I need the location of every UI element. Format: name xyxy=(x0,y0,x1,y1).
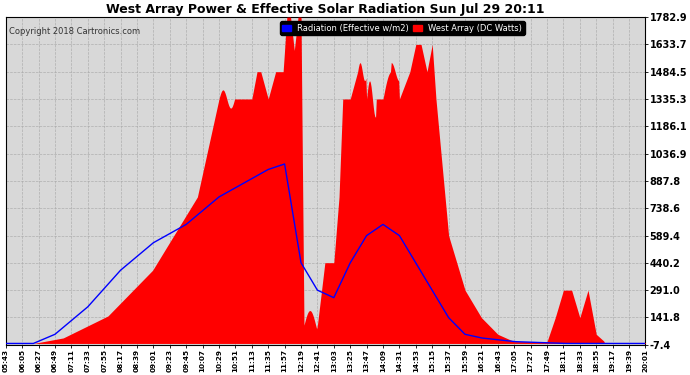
Text: Copyright 2018 Cartronics.com: Copyright 2018 Cartronics.com xyxy=(9,27,140,36)
Legend: Radiation (Effective w/m2), West Array (DC Watts): Radiation (Effective w/m2), West Array (… xyxy=(280,21,525,35)
Title: West Array Power & Effective Solar Radiation Sun Jul 29 20:11: West Array Power & Effective Solar Radia… xyxy=(106,3,545,16)
